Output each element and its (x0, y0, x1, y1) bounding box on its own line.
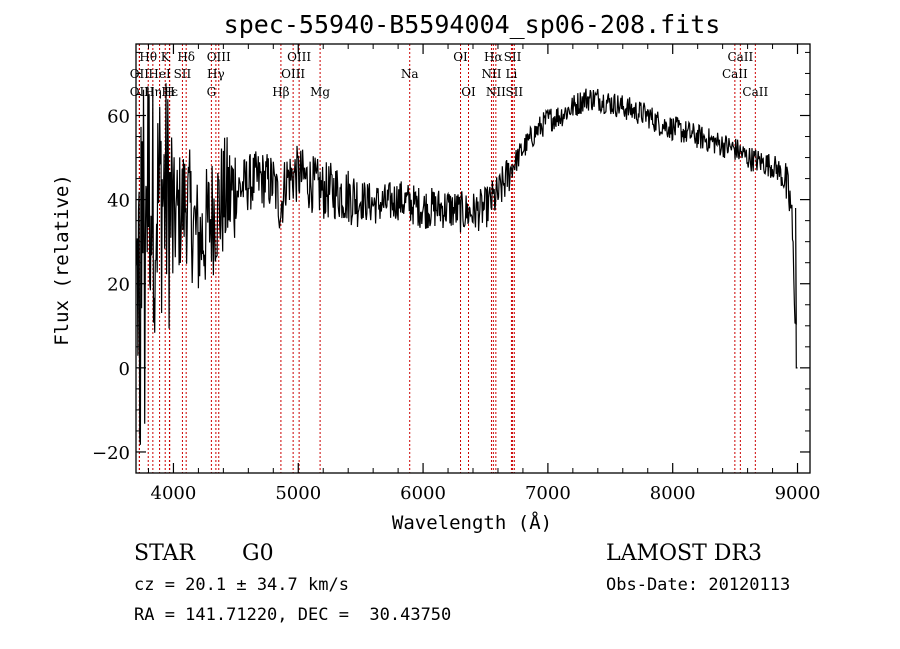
emission-line-label: OI (453, 50, 468, 64)
emission-line-label: OII (130, 85, 150, 99)
observation-date: Obs-Date: 20120113 (606, 575, 790, 595)
emission-line-label: OIII (287, 50, 311, 64)
axis-ticks (136, 44, 810, 474)
emission-line-label: Hδ (177, 50, 195, 64)
emission-line-label: NII (481, 67, 501, 81)
y-tick-label: 60 (107, 107, 130, 128)
x-tick-label: 9000 (775, 483, 821, 504)
emission-line-label: OII (130, 67, 150, 81)
emission-line-label: OI (461, 85, 476, 99)
spectrum-line (135, 83, 798, 445)
emission-line-label: Hβ (272, 85, 289, 99)
y-tick-label: 0 (119, 359, 130, 380)
emission-line-markers (138, 44, 756, 473)
emission-line-label: G (207, 85, 217, 99)
x-axis-label: Wavelength (Å) (392, 511, 552, 534)
emission-line-label: Hθ (139, 50, 157, 64)
y-tick-label: 40 (107, 191, 130, 212)
x-tick-label: 5000 (275, 483, 321, 504)
emission-line-label: OIII (207, 50, 231, 64)
x-tick-label: 4000 (151, 483, 197, 504)
redshift-velocity: cz = 20.1 ± 34.7 km/s (134, 575, 349, 595)
survey-name: LAMOST DR3 (606, 541, 762, 566)
emission-line-label: CaII (727, 50, 753, 64)
emission-line-label: Hγ (207, 67, 225, 81)
emission-line-label: SII (505, 85, 523, 99)
emission-line-label: K (161, 50, 171, 64)
emission-line-label: SII (504, 50, 522, 64)
emission-line-label: Mg (310, 85, 330, 99)
x-tick-label: 6000 (400, 483, 446, 504)
emission-line-label: SII (174, 67, 192, 81)
y-tick-label: 20 (107, 275, 130, 296)
chart-title: spec-55940-B5594004_sp06-208.fits (224, 10, 721, 39)
emission-line-label: Li (506, 67, 518, 81)
emission-line-label: Hα (484, 50, 503, 64)
object-subclass: G0 (242, 541, 274, 566)
emission-line-label: H (164, 85, 174, 99)
x-tick-label: 8000 (650, 483, 696, 504)
x-tick-label: 7000 (525, 483, 571, 504)
object-class: STAR (134, 541, 196, 566)
plot-frame (135, 43, 811, 474)
emission-line-label: OIII (281, 67, 305, 81)
emission-line-label: HeI (148, 67, 171, 81)
axis-tick-labels: 4000 5000 6000 7000 8000 9000 −20 0 20 40 60 (92, 107, 820, 505)
emission-line-label: CaII (722, 67, 748, 81)
emission-line-label: NII (486, 85, 506, 99)
y-tick-label: −20 (92, 443, 130, 464)
emission-line-label: Na (401, 67, 419, 81)
sky-coordinates: RA = 141.71220, DEC = 30.43750 (134, 605, 451, 625)
emission-line-label: CaII (742, 85, 768, 99)
y-axis-label: Flux (relative) (51, 174, 73, 346)
